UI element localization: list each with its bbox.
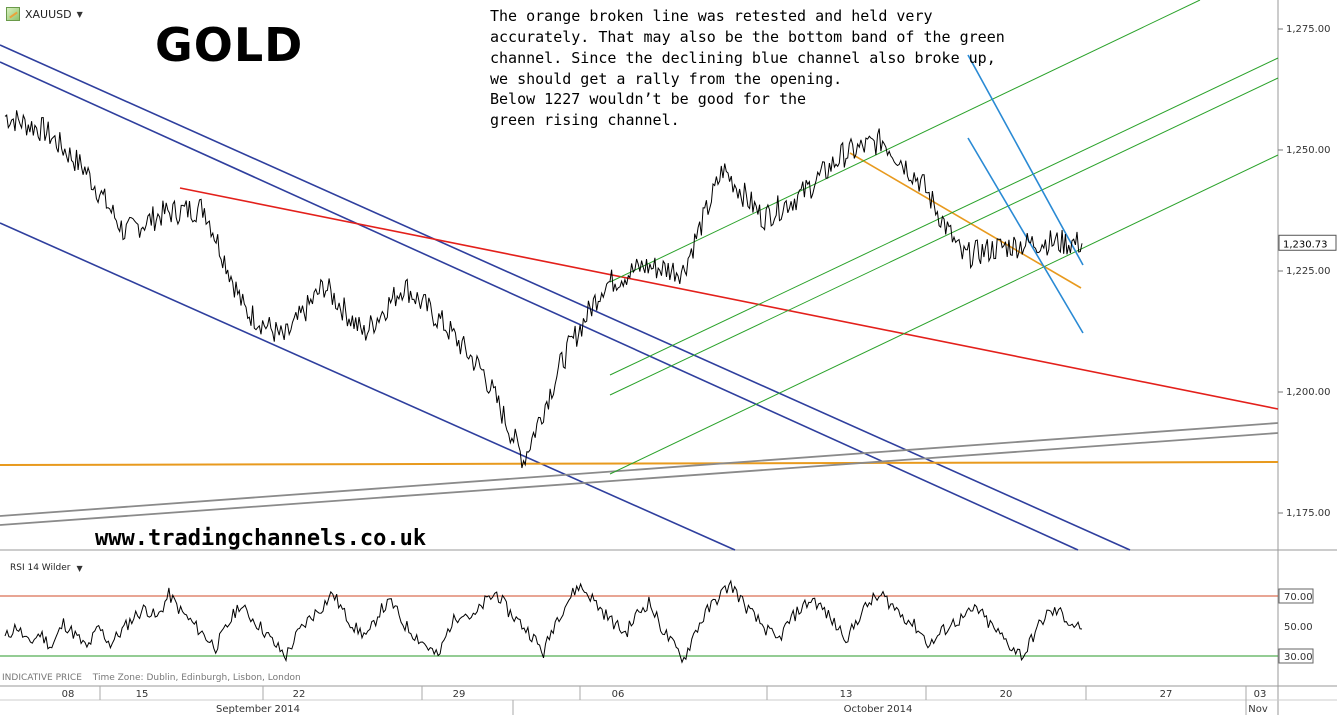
- green-channel-line-4[interactable]: [609, 154, 1279, 475]
- indicative-price-label: INDICATIVE PRICE: [2, 673, 82, 683]
- rsi-level-tag: [1278, 648, 1314, 664]
- time-tick-label: 29: [453, 689, 466, 700]
- time-tick-label: 08: [62, 689, 75, 700]
- symbol-selector[interactable]: XAUUSD ▼: [6, 7, 83, 21]
- gray-rising-line-2[interactable]: [0, 432, 1279, 526]
- chevron-down-icon[interactable]: ▼: [76, 9, 83, 19]
- time-tick-label: 06: [612, 689, 625, 700]
- month-label: September 2014: [216, 704, 300, 715]
- green-channel-line-3[interactable]: [609, 77, 1279, 396]
- blue-channel-mid[interactable]: [0, 61, 1079, 551]
- light-blue-line-lower[interactable]: [967, 137, 1084, 334]
- chevron-down-icon[interactable]: ▼: [76, 563, 83, 573]
- price-tick-label: 1,250.00: [1286, 145, 1331, 156]
- time-tick-label: 15: [136, 689, 149, 700]
- time-tick-label: 20: [1000, 689, 1013, 700]
- chart-title: GOLD: [155, 18, 304, 72]
- last-price-tag: [1278, 234, 1337, 251]
- price-tick-label: 1,175.00: [1286, 508, 1331, 519]
- month-label: October 2014: [844, 704, 913, 715]
- rsi-tick-label: 30.00: [1284, 652, 1313, 663]
- green-channel-line-1[interactable]: [609, 0, 1201, 283]
- month-label: Nov: [1248, 704, 1268, 715]
- time-tick-label: 27: [1160, 689, 1173, 700]
- symbol-label: XAUUSD: [25, 7, 72, 21]
- time-tick-label: 22: [293, 689, 306, 700]
- annotation-note-1: The orange broken line was retested and …: [490, 7, 1005, 88]
- orange-horizontal-line[interactable]: [0, 461, 1279, 466]
- time-tick-label: 03: [1254, 689, 1267, 700]
- price-series-line[interactable]: [4, 110, 1083, 469]
- website-watermark: www.tradingchannels.co.uk: [95, 526, 427, 551]
- rsi-indicator-selector[interactable]: RSI 14 Wilder ▼: [10, 563, 83, 573]
- blue-channel-upper[interactable]: [0, 44, 1131, 551]
- price-tick-label: 1,200.00: [1286, 387, 1331, 398]
- annotation-note-2: Below 1227 wouldn’t be good for the gree…: [490, 90, 807, 129]
- footer-info: INDICATIVE PRICE Time Zone: Dublin, Edin…: [2, 673, 301, 683]
- rsi-level-tag: [1278, 588, 1314, 604]
- rsi-series-line[interactable]: [4, 579, 1083, 664]
- chart-icon: [6, 7, 20, 21]
- last-price-label: 1,230.73: [1283, 239, 1328, 250]
- timezone-label: Time Zone: Dublin, Edinburgh, Lisbon, Lo…: [92, 673, 301, 683]
- price-tick-label: 1,225.00: [1286, 266, 1331, 277]
- blue-channel-lower[interactable]: [0, 222, 736, 551]
- light-blue-line-upper[interactable]: [967, 54, 1084, 266]
- rsi-tick-label: 70.00: [1284, 592, 1313, 603]
- rsi-tick-label: 50.00: [1284, 622, 1313, 633]
- time-tick-label: 13: [840, 689, 853, 700]
- gray-rising-line-1[interactable]: [0, 422, 1279, 517]
- red-trendline[interactable]: [179, 187, 1279, 410]
- rsi-label: RSI 14 Wilder: [10, 563, 71, 573]
- price-tick-label: 1,275.00: [1286, 24, 1331, 35]
- green-channel-line-2[interactable]: [609, 57, 1279, 376]
